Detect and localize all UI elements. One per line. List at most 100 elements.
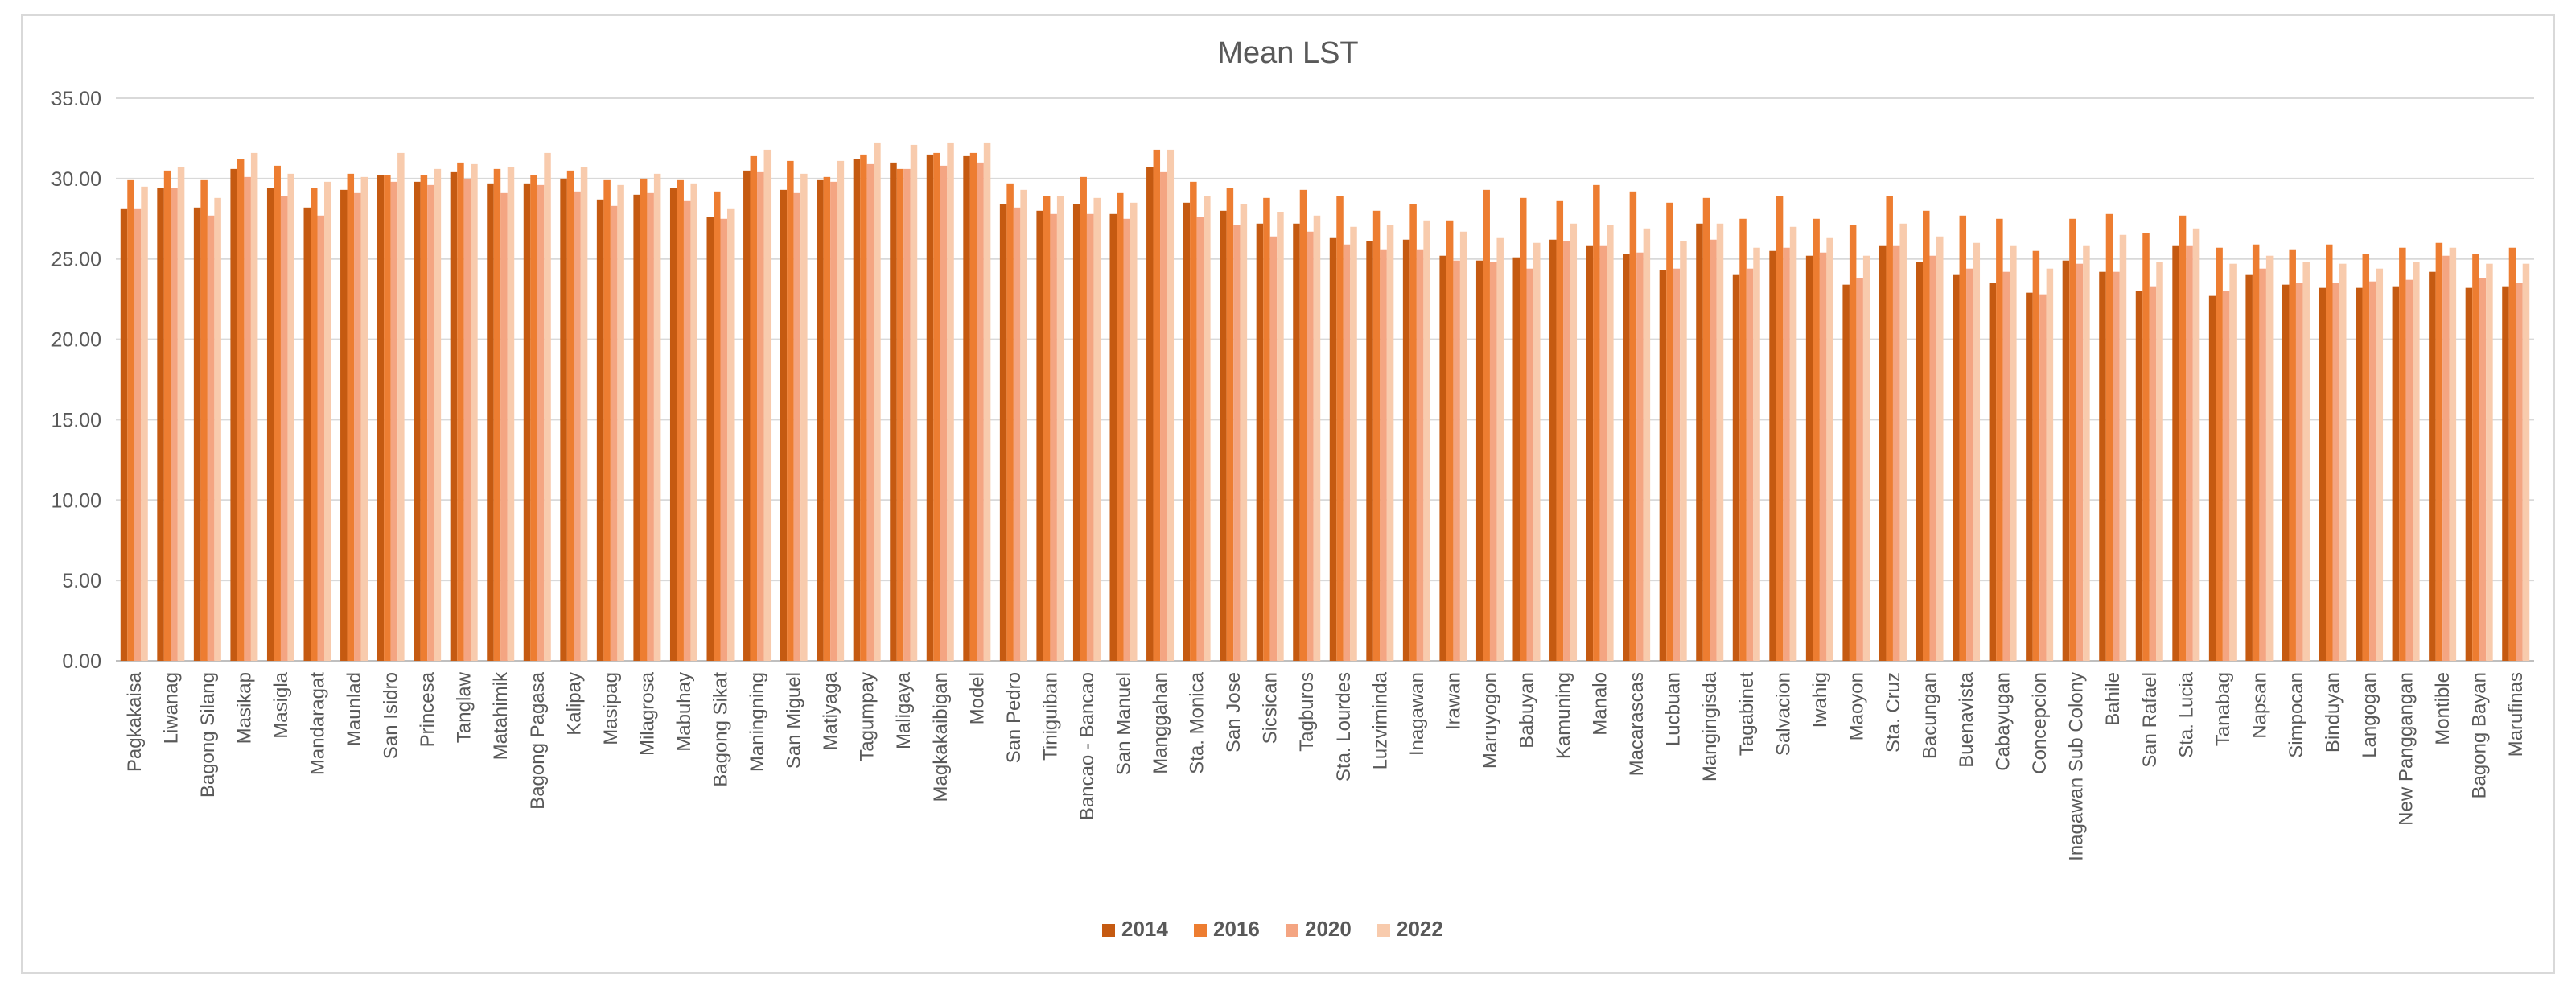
bar-2014 (2429, 271, 2436, 661)
bar-2014 (523, 183, 531, 661)
bar-2022 (1459, 231, 1467, 662)
legend-label-2016: 2016 (1213, 917, 1260, 941)
bar-2016 (860, 154, 867, 661)
bar-2020 (830, 181, 837, 661)
bar-2020 (244, 176, 251, 662)
bar-2020 (1563, 241, 1570, 661)
bar-2020 (2222, 291, 2230, 661)
bar-2020 (1783, 247, 1790, 662)
bar-2020 (1196, 217, 1204, 661)
bar-2014 (743, 170, 751, 661)
x-category-label: Manggahan (1150, 672, 1171, 774)
bar-2020 (793, 192, 801, 661)
x-category-label: Sta. Monica (1187, 671, 1208, 773)
bar-2022 (727, 208, 735, 661)
bar-2016 (347, 173, 355, 661)
bar-2014 (377, 175, 385, 661)
bar-2014 (1989, 283, 1997, 661)
bar-2020 (427, 184, 434, 662)
bar-2016 (2326, 244, 2333, 661)
bar-2016 (200, 179, 208, 662)
x-category-label: Macarascas (1626, 672, 1648, 776)
bar-2014 (669, 188, 677, 662)
bar-2020 (683, 200, 691, 661)
bar-2020 (134, 208, 142, 661)
bar-2020 (2259, 268, 2266, 661)
bar-2022 (141, 186, 148, 662)
bar-2016 (1190, 181, 1197, 661)
bar-2022 (2119, 234, 2127, 661)
bar-2016 (1666, 202, 1673, 662)
bar-2014 (414, 181, 421, 661)
x-category-label: Tagabinet (1736, 672, 1758, 756)
bar-2014 (999, 204, 1007, 662)
bar-2022 (2339, 263, 2347, 661)
x-category-label: San Manuel (1113, 672, 1135, 775)
bar-2014 (2245, 274, 2253, 661)
bar-2014 (2135, 291, 2143, 661)
x-category-label: San Isidro (381, 672, 402, 759)
bar-2020 (1013, 207, 1021, 661)
x-category-label: Marufinas (2505, 672, 2527, 757)
bar-2020 (2405, 279, 2413, 661)
legend-label-2020: 2020 (1305, 917, 1352, 941)
x-category-label: Maunlad (344, 672, 365, 746)
bar-2016 (750, 155, 758, 661)
bar-2022 (1423, 220, 1430, 662)
bar-2014 (633, 194, 640, 662)
bar-2016 (1776, 196, 1784, 662)
x-category-label: Luzviminda (1369, 671, 1391, 769)
bar-2020 (1343, 244, 1351, 661)
bar-2016 (420, 175, 428, 661)
bar-2022 (1386, 225, 1394, 661)
bar-2016 (2508, 247, 2516, 662)
bar-2022 (2192, 228, 2200, 662)
bar-2014 (1916, 262, 1923, 661)
bar-2014 (1805, 255, 1813, 661)
bar-2020 (2002, 271, 2010, 661)
x-category-label: Lucbuan (1663, 672, 1685, 746)
bar-2016 (457, 162, 464, 661)
bar-2020 (171, 188, 178, 662)
bar-2014 (2172, 245, 2179, 661)
bar-2022 (1056, 196, 1064, 662)
bar-2020 (977, 162, 984, 661)
bar-2020 (2113, 271, 2120, 661)
bar-2014 (1512, 257, 1520, 661)
bar-2022 (434, 168, 442, 662)
x-category-label: Binduyan (2323, 672, 2344, 753)
bar-2020 (2295, 283, 2303, 661)
bar-2022 (2413, 262, 2420, 661)
bar-2020 (1050, 213, 1057, 661)
x-category-label: Simpocan (2286, 672, 2307, 758)
bar-2014 (1329, 237, 1337, 661)
x-category-label: San Jose (1223, 672, 1245, 753)
x-category-label: Pagkakaisa (124, 671, 146, 772)
y-tick-label: 10.00 (51, 489, 101, 512)
bar-2014 (596, 199, 604, 661)
bar-2022 (1313, 215, 1321, 661)
bar-2014 (1475, 260, 1483, 661)
bar-2014 (1439, 255, 1446, 661)
bar-2022 (983, 142, 991, 662)
bar-2016 (311, 188, 318, 662)
bar-2022 (2449, 247, 2457, 662)
bar-2016 (2069, 218, 2076, 661)
x-category-label: Mabuhay (673, 672, 695, 752)
bar-2022 (1680, 241, 1687, 661)
x-category-label: Magkakaibigan (930, 672, 952, 802)
bar-2022 (2083, 245, 2090, 661)
x-category-label: Mangingisda (1699, 671, 1721, 782)
bar-2014 (2282, 284, 2290, 661)
bar-2016 (237, 159, 245, 662)
bar-2014 (560, 178, 567, 661)
bar-2022 (2302, 262, 2310, 661)
x-category-label: San Miguel (784, 672, 805, 769)
bar-2016 (1629, 191, 1637, 661)
bar-2020 (757, 171, 764, 661)
bar-2022 (1899, 223, 1907, 662)
x-category-label: Masipag (600, 672, 622, 745)
bar-2016 (1556, 200, 1564, 661)
bar-2014 (1109, 213, 1117, 661)
